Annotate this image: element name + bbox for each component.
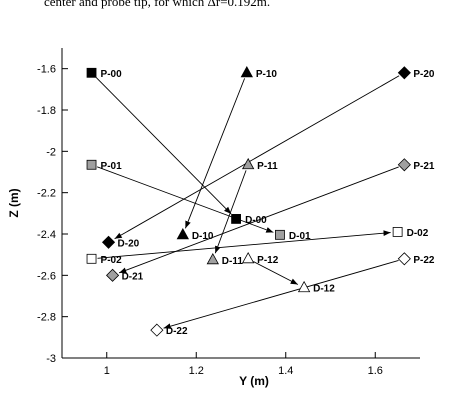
point-label: D-22 bbox=[166, 326, 188, 337]
point-label: D-00 bbox=[245, 215, 267, 226]
x-tick-label: 1.2 bbox=[189, 365, 204, 377]
y-tick-label: -2.6 bbox=[37, 270, 56, 282]
x-tick-label: 1.4 bbox=[278, 365, 293, 377]
point bbox=[86, 253, 97, 264]
point-label: P-02 bbox=[101, 255, 123, 266]
arrow bbox=[214, 170, 247, 254]
point-label: P-11 bbox=[257, 161, 278, 172]
point bbox=[86, 67, 97, 78]
y-tick-label: -1.8 bbox=[37, 105, 56, 117]
y-tick-label: -2.4 bbox=[37, 229, 56, 241]
point-label: P-21 bbox=[413, 161, 435, 172]
y-tick-label: -3 bbox=[46, 353, 56, 365]
point bbox=[397, 66, 411, 80]
arrow bbox=[97, 230, 391, 259]
point bbox=[150, 323, 164, 337]
arrow bbox=[163, 260, 399, 329]
x-axis-title: Y (m) bbox=[239, 374, 269, 388]
point bbox=[106, 268, 120, 282]
point bbox=[101, 235, 116, 249]
point-label: D-20 bbox=[118, 238, 140, 249]
arrow bbox=[184, 78, 246, 229]
point bbox=[397, 158, 411, 172]
arrow bbox=[97, 166, 274, 233]
point bbox=[176, 227, 190, 240]
y-axis-title: Z (m) bbox=[7, 188, 21, 217]
point bbox=[241, 251, 255, 264]
x-tick-label: 1 bbox=[104, 365, 110, 377]
caption: center and probe tip, for which Δr=0.192… bbox=[44, 0, 270, 9]
point-label: D-11 bbox=[222, 256, 244, 267]
arrow bbox=[118, 166, 399, 274]
y-tick-label: -2.2 bbox=[37, 188, 56, 200]
point bbox=[86, 159, 97, 170]
point-label: P-00 bbox=[101, 69, 123, 80]
point bbox=[397, 252, 411, 266]
point bbox=[275, 229, 285, 240]
point-label: P-12 bbox=[257, 255, 279, 266]
point bbox=[392, 227, 403, 237]
point bbox=[297, 280, 311, 293]
point bbox=[240, 65, 253, 78]
point-label: D-01 bbox=[289, 231, 311, 242]
point bbox=[231, 214, 241, 224]
point-label: D-21 bbox=[122, 271, 144, 282]
arrow bbox=[114, 75, 400, 240]
point-label: P-22 bbox=[413, 255, 435, 266]
point-label: P-20 bbox=[413, 69, 435, 80]
point-label: D-10 bbox=[192, 231, 214, 242]
y-tick-label: -2 bbox=[46, 146, 56, 158]
x-tick-label: 1.6 bbox=[368, 365, 383, 377]
point-label: P-01 bbox=[101, 161, 123, 172]
point bbox=[206, 253, 219, 265]
point-label: D-02 bbox=[407, 228, 429, 239]
point-label: D-12 bbox=[313, 284, 335, 295]
arrow bbox=[253, 261, 299, 285]
point-label: P-10 bbox=[256, 69, 278, 80]
arrow bbox=[95, 76, 232, 215]
y-tick-label: -1.6 bbox=[37, 64, 56, 76]
y-tick-label: -2.8 bbox=[37, 312, 56, 324]
point bbox=[241, 157, 255, 170]
